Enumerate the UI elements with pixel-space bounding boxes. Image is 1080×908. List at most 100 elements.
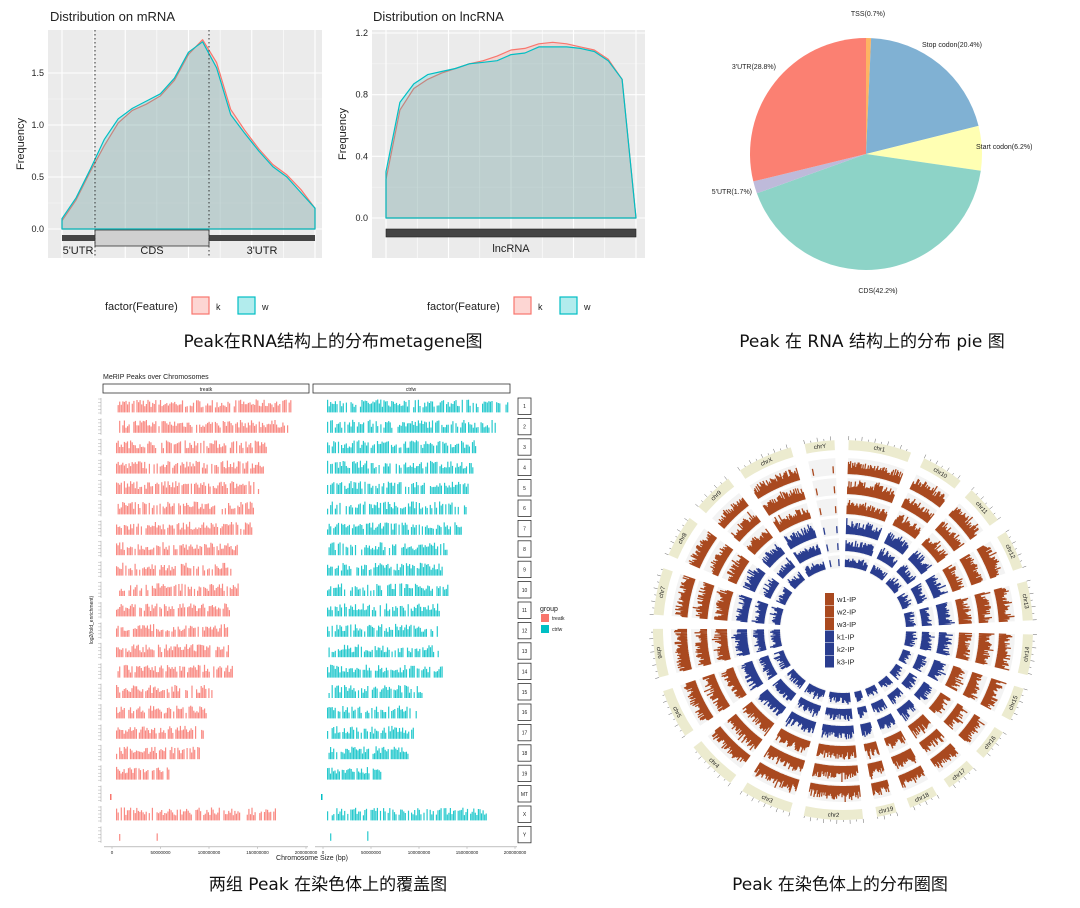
peak-bar-ctrlw xyxy=(409,465,411,474)
peak-bar-ctrlw xyxy=(407,503,410,515)
legend-label: k1-IP xyxy=(837,633,855,642)
peak-bar-ctrlw xyxy=(395,463,397,474)
peak-bar-ctrlw xyxy=(445,504,447,515)
peak-bar-treatk xyxy=(181,749,184,760)
peak-bar-treatk xyxy=(219,666,221,678)
peak-bar-treatk xyxy=(258,421,260,433)
peak-bar-ctrlw xyxy=(437,650,439,658)
peak-bar-ctrlw xyxy=(328,445,330,454)
signal-track-w2-IP xyxy=(918,728,945,753)
peak-bar-treatk xyxy=(173,545,175,556)
peak-bar-treatk xyxy=(235,546,237,556)
peak-bar-treatk xyxy=(131,646,133,658)
peak-bar-ctrlw xyxy=(433,542,436,556)
peak-bar-treatk xyxy=(129,546,132,556)
peak-bar-treatk xyxy=(255,424,257,433)
peak-bar-ctrlw xyxy=(333,528,335,535)
peak-bar-ctrlw xyxy=(364,610,366,617)
peak-bar-ctrlw xyxy=(424,526,427,535)
peak-bar-treatk xyxy=(237,583,239,596)
peak-bar-treatk xyxy=(165,587,168,596)
peak-bar-treatk xyxy=(198,461,200,474)
peak-bar-ctrlw xyxy=(364,590,366,596)
peak-bar-treatk xyxy=(178,584,180,596)
peak-bar-treatk xyxy=(142,647,144,658)
peak-bar-treatk xyxy=(144,406,146,413)
peak-bar-ctrlw xyxy=(383,746,385,760)
peak-bar-treatk xyxy=(169,726,171,739)
peak-bar-ctrlw xyxy=(339,502,341,515)
signal-track-k3-IP xyxy=(787,668,806,689)
peak-bar-treatk xyxy=(216,423,218,433)
peak-bar-treatk xyxy=(139,487,141,494)
peak-bar-ctrlw xyxy=(437,546,439,556)
peak-bar-ctrlw xyxy=(391,401,393,413)
peak-bar-ctrlw xyxy=(388,627,390,637)
peak-bar-treatk xyxy=(190,529,192,535)
legend-swatch-k xyxy=(513,296,532,315)
peak-bar-ctrlw xyxy=(387,585,389,596)
peak-bar-ctrlw xyxy=(393,670,395,678)
peak-bar-ctrlw xyxy=(491,420,493,433)
peak-bar-treatk xyxy=(164,586,166,596)
peak-bar-ctrlw xyxy=(364,669,366,678)
peak-bar-treatk xyxy=(254,464,257,474)
peak-bar-ctrlw xyxy=(327,607,329,617)
peak-bar-ctrlw xyxy=(370,487,372,494)
density-area-k xyxy=(385,41,637,219)
peak-bar-ctrlw xyxy=(405,624,407,637)
peak-bar-ctrlw xyxy=(409,506,411,515)
peak-bar-ctrlw xyxy=(380,752,382,760)
peak-bar-ctrlw xyxy=(499,403,501,413)
peak-bar-ctrlw xyxy=(351,726,353,739)
peak-bar-ctrlw xyxy=(405,669,408,678)
peak-bar-treatk xyxy=(164,508,166,515)
peak-bar-ctrlw xyxy=(334,631,336,637)
peak-bar-treatk xyxy=(262,444,264,454)
peak-bar-ctrlw xyxy=(414,810,416,821)
peak-bar-treatk xyxy=(137,523,139,535)
peak-bar-ctrlw xyxy=(390,523,392,535)
peak-bar-ctrlw xyxy=(389,463,391,474)
peak-bar-treatk xyxy=(210,423,212,433)
peak-bar-treatk xyxy=(126,746,128,760)
peak-bar-treatk xyxy=(252,507,254,515)
peak-bar-ctrlw xyxy=(361,609,363,617)
density-area-w xyxy=(385,46,637,219)
peak-bar-ctrlw xyxy=(484,814,486,821)
peak-bar-ctrlw xyxy=(417,441,419,454)
peak-bar-ctrlw xyxy=(398,524,400,535)
peak-bar-treatk xyxy=(165,747,167,760)
peak-bar-ctrlw xyxy=(344,485,346,494)
peak-bar-ctrlw xyxy=(345,546,347,556)
peak-bar-treatk xyxy=(125,487,127,494)
peak-bar-ctrlw xyxy=(383,712,385,719)
peak-bar-treatk xyxy=(223,646,225,658)
signal-track-k2-IP xyxy=(901,672,918,690)
peak-bar-ctrlw xyxy=(415,525,417,535)
peak-bar-ctrlw xyxy=(368,545,370,556)
signal-track-k1-IP xyxy=(735,594,753,623)
peak-bar-treatk xyxy=(197,443,199,454)
signal-track-w2-IP xyxy=(943,703,968,730)
peak-bar-treatk xyxy=(159,503,161,515)
chromosome-label: 8 xyxy=(523,547,526,553)
peak-bar-ctrlw xyxy=(345,668,347,678)
peak-bar-ctrlw xyxy=(348,446,350,454)
peak-bar-ctrlw xyxy=(405,685,407,698)
peak-bar-treatk xyxy=(129,568,132,576)
peak-bar-ctrlw xyxy=(350,426,352,433)
peak-bar-ctrlw xyxy=(384,463,386,474)
peak-bar-treatk xyxy=(200,507,202,515)
peak-bar-treatk xyxy=(201,524,203,535)
peak-bar-ctrlw xyxy=(424,421,426,433)
peak-bar-treatk xyxy=(117,625,119,637)
peak-bar-treatk xyxy=(246,427,248,433)
peak-bar-treatk xyxy=(211,400,213,413)
peak-bar-treatk xyxy=(180,753,182,760)
peak-bar-treatk xyxy=(116,647,118,658)
peak-bar-ctrlw xyxy=(384,567,386,576)
peak-bar-treatk xyxy=(163,405,165,413)
peak-bar-ctrlw xyxy=(354,604,357,617)
peak-bar-ctrlw xyxy=(386,487,388,494)
